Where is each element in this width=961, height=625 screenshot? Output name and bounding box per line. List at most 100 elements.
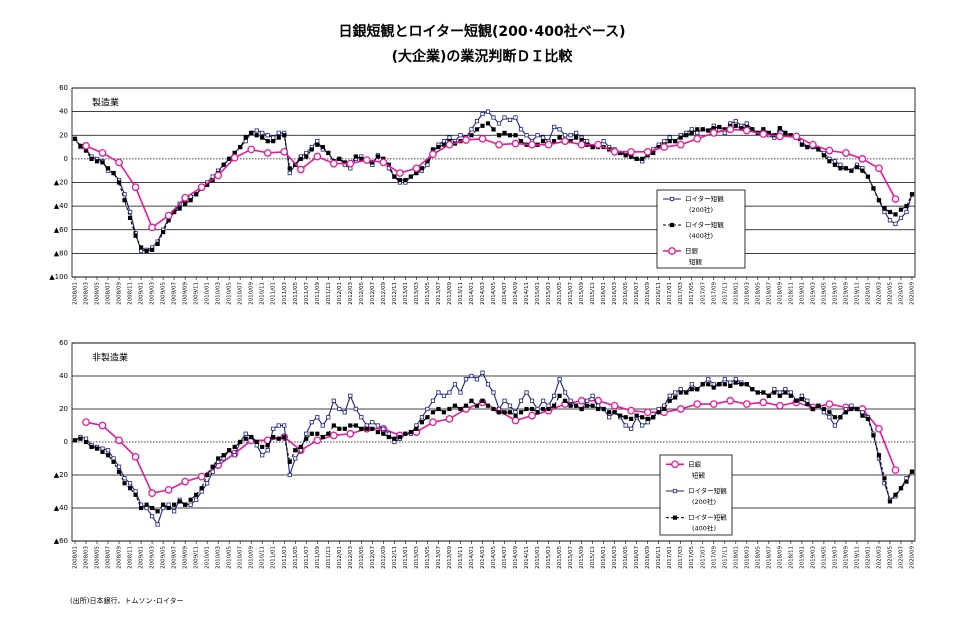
- marker: [320, 423, 325, 428]
- x-tick-label: 2010/09: [249, 282, 255, 305]
- x-tick-label: 2012/07: [370, 282, 376, 305]
- marker: [496, 410, 502, 415]
- x-tick-label: 2010/11: [260, 282, 266, 305]
- legend-marker: [672, 515, 678, 520]
- marker: [893, 212, 898, 217]
- marker: [271, 139, 276, 144]
- x-tick-label: 2012/05: [359, 546, 365, 569]
- marker: [832, 415, 838, 420]
- x-tick-label: 2010/03: [216, 282, 222, 305]
- marker: [276, 436, 281, 441]
- y-tick-label: ▲40: [54, 202, 68, 210]
- marker: [882, 206, 887, 211]
- marker: [89, 156, 94, 161]
- marker: [717, 382, 722, 387]
- x-tick-label: 2015/09: [579, 546, 585, 569]
- marker: [656, 406, 661, 412]
- marker: [693, 400, 702, 408]
- marker: [315, 142, 320, 147]
- marker: [441, 393, 447, 398]
- marker: [183, 201, 188, 206]
- marker: [111, 170, 116, 176]
- marker: [287, 170, 292, 176]
- x-tick-label: 2011/05: [293, 546, 299, 569]
- x-tick-label: 2012/07: [370, 546, 376, 569]
- x-tick-label: 2013/03: [414, 282, 420, 305]
- marker: [247, 145, 256, 154]
- x-tick-label: 2016/07: [634, 282, 640, 305]
- marker: [783, 387, 788, 392]
- marker: [282, 133, 287, 138]
- x-tick-label: 2019/07: [832, 546, 838, 569]
- marker: [842, 149, 850, 157]
- x-tick-label: 2020/09: [910, 546, 916, 569]
- marker: [221, 162, 226, 167]
- marker: [346, 159, 355, 168]
- legend: [656, 189, 746, 269]
- marker: [551, 139, 557, 144]
- marker: [293, 448, 298, 453]
- x-tick-label: 2011/07: [304, 282, 310, 305]
- marker: [414, 426, 419, 431]
- marker: [346, 429, 355, 438]
- marker: [386, 434, 391, 440]
- marker: [849, 168, 854, 173]
- marker: [759, 130, 768, 138]
- x-tick-label: 2017/09: [711, 282, 717, 305]
- marker: [403, 178, 408, 183]
- marker: [161, 230, 166, 235]
- marker: [623, 415, 628, 420]
- marker: [562, 390, 568, 395]
- legend-label: ロイター短観: [685, 194, 724, 203]
- x-tick-label: 2018/03: [744, 546, 750, 569]
- marker: [249, 434, 254, 440]
- marker: [794, 398, 799, 403]
- legend-label: 短観: [689, 257, 703, 266]
- marker: [706, 382, 711, 387]
- x-tick-label: 2010/07: [238, 282, 244, 305]
- marker: [524, 133, 529, 138]
- marker: [265, 448, 270, 453]
- x-tick-label: 2018/03: [744, 282, 750, 305]
- marker: [759, 398, 768, 407]
- marker: [408, 429, 414, 435]
- marker: [821, 406, 826, 412]
- marker: [304, 154, 309, 159]
- marker: [436, 390, 441, 395]
- marker: [348, 393, 353, 398]
- x-tick-label: 2011/09: [315, 282, 321, 305]
- marker: [375, 154, 380, 159]
- marker: [412, 164, 421, 173]
- x-tick-label: 2019/09: [843, 282, 849, 305]
- marker: [667, 393, 672, 398]
- marker: [744, 121, 749, 126]
- marker: [557, 135, 562, 140]
- x-tick-label: 2010/01: [205, 282, 211, 305]
- marker: [843, 166, 849, 171]
- panel-label: 製造業: [92, 97, 119, 109]
- marker: [131, 452, 140, 461]
- marker: [392, 436, 397, 441]
- marker: [799, 396, 804, 402]
- marker: [601, 139, 606, 144]
- marker: [673, 139, 678, 144]
- x-tick-label: 2010/03: [216, 546, 222, 569]
- marker: [260, 135, 265, 140]
- marker: [238, 439, 243, 445]
- marker: [359, 426, 364, 431]
- marker: [854, 165, 860, 170]
- x-tick-label: 2011/03: [282, 546, 288, 569]
- marker: [854, 406, 860, 412]
- marker: [326, 150, 331, 156]
- marker: [821, 153, 826, 158]
- x-tick-label: 2008/11: [128, 282, 134, 305]
- x-tick-label: 2014/05: [491, 546, 497, 569]
- marker: [462, 136, 470, 144]
- marker: [436, 406, 441, 412]
- x-tick-label: 2018/11: [788, 546, 794, 569]
- marker: [491, 127, 496, 132]
- marker: [540, 406, 546, 412]
- x-tick-label: 2009/09: [183, 282, 189, 305]
- legend-label: (400社): [689, 231, 713, 240]
